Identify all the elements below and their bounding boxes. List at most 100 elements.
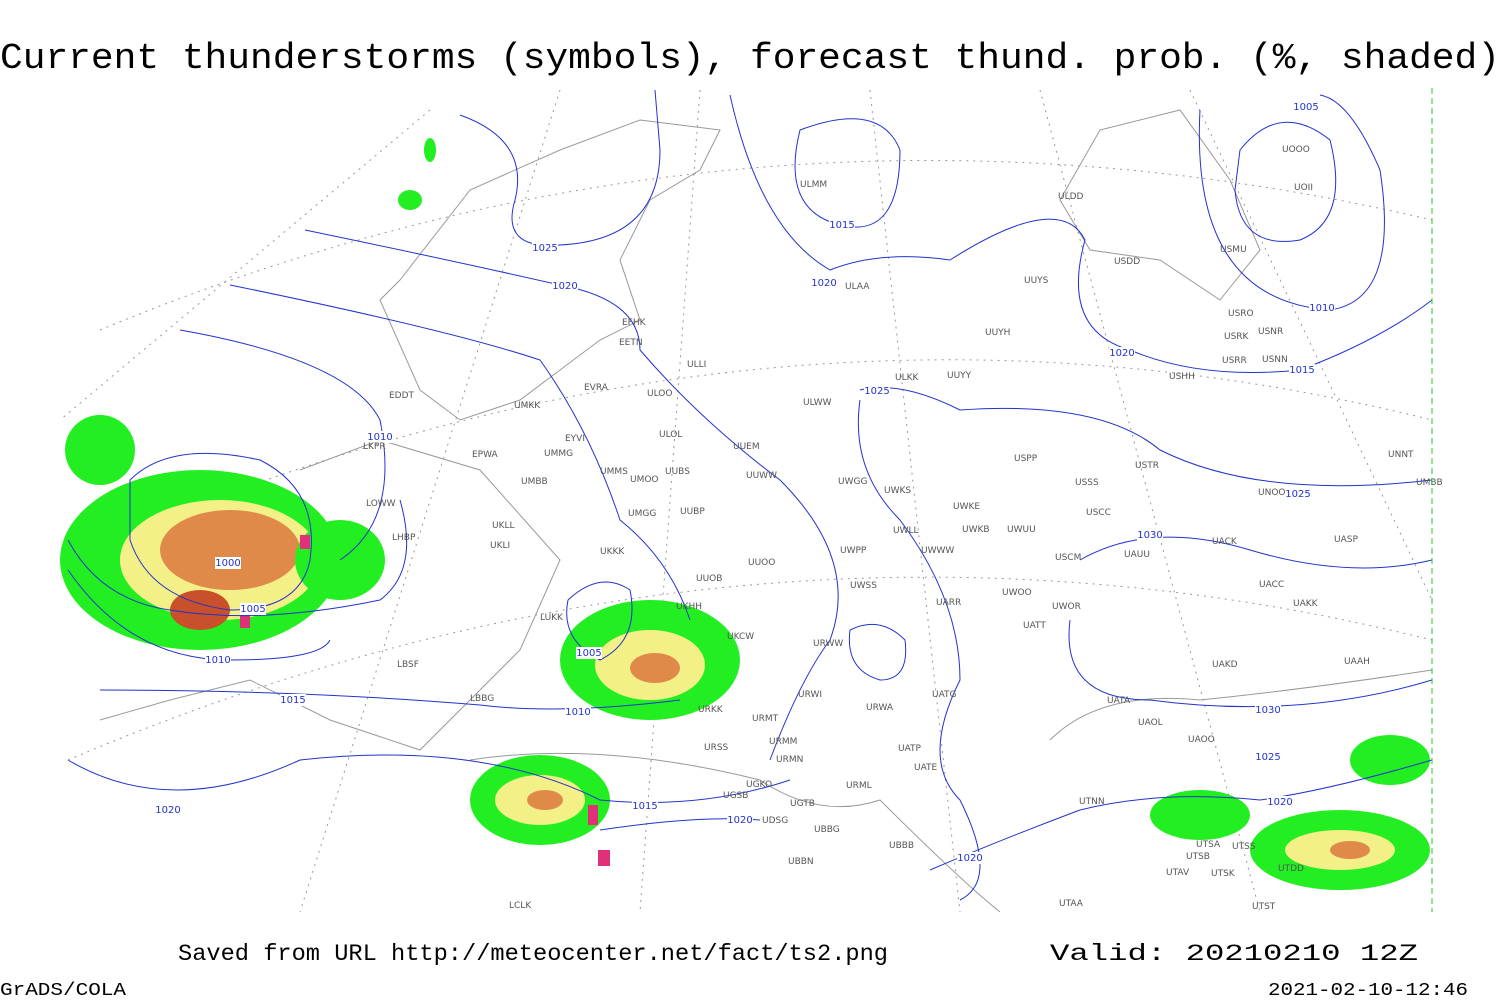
isobar-label-bg — [552, 280, 578, 292]
isobar-label-bg — [1109, 347, 1135, 359]
station-label: UUBP — [680, 507, 705, 517]
station-label: UUYS — [1024, 276, 1049, 286]
isobar-label: 1010 — [205, 655, 230, 666]
isobar-labels: 1025 1020 1015 1020 1010 1000 1005 1010 1005 1010… — [155, 101, 1335, 864]
station-label: UUBS — [665, 467, 690, 477]
isobar-label: 1010 — [565, 707, 590, 718]
station-label: UMGG — [628, 509, 656, 519]
timestamp: 2021-02-10-12:46 — [1268, 981, 1468, 1000]
isobar-label-bg — [280, 694, 306, 706]
station-label: USRK — [1224, 332, 1250, 342]
isobar-label: 1025 — [532, 243, 557, 254]
station-label: UUOO — [748, 558, 775, 568]
isobar-label-bg — [215, 557, 241, 569]
station-label: UWLL — [893, 526, 919, 536]
station-label: UKLL — [492, 521, 515, 531]
station-label: LUKK — [540, 613, 564, 623]
station-label: USNR — [1258, 327, 1283, 337]
station-label: UUOB — [696, 574, 722, 584]
station-label: URMT — [752, 714, 779, 724]
isobar-label: 1030 — [1255, 705, 1280, 716]
isobar-label: 1020 — [1267, 797, 1292, 808]
station-label: UMOO — [630, 475, 659, 485]
station-label: EFHK — [622, 318, 647, 328]
isobar-label: 1010 — [367, 432, 392, 443]
station-label: UKHH — [676, 602, 702, 612]
station-label: EPWA — [472, 450, 499, 460]
thunderstorm-shading — [60, 138, 1430, 890]
station-label: LHBP — [392, 533, 416, 543]
station-label: UTSB — [1186, 852, 1210, 862]
isobar-label: 1015 — [280, 695, 305, 706]
station-label: UKCW — [727, 632, 754, 642]
isobar-label: 1020 — [1109, 348, 1134, 359]
station-label: UWUU — [1007, 525, 1036, 535]
station-label: UNNT — [1388, 450, 1414, 460]
isobar-label-bg — [1293, 101, 1319, 113]
station-label: ULAA — [845, 282, 870, 292]
station-label: UTSA — [1196, 840, 1221, 850]
station-label: URKK — [698, 705, 724, 715]
station-label: UACC — [1259, 580, 1284, 590]
isobar-label: 1025 — [1255, 752, 1280, 763]
coastlines — [99, 109, 1433, 913]
station-label: ULOL — [659, 430, 682, 440]
station-label: ULOO — [647, 389, 672, 399]
station-label: ULKK — [895, 373, 920, 383]
station-label: USDD — [1114, 257, 1140, 267]
isobar-label: 1030 — [1137, 530, 1162, 541]
station-label: UMMG — [544, 449, 573, 459]
station-label: UGSB — [723, 791, 748, 801]
station-label: UMKK — [514, 401, 541, 411]
isobar-label-bg — [1137, 529, 1163, 541]
station-label: UTDD — [1278, 864, 1304, 874]
station-label: EETN — [619, 338, 643, 348]
station-label: USTR — [1135, 461, 1159, 471]
isobar-label: 1020 — [155, 805, 180, 816]
station-label: UWOO — [1002, 588, 1032, 598]
isobar-label-bg — [1267, 796, 1293, 808]
isobar-label: 1025 — [864, 386, 889, 397]
station-label: UWPP — [840, 546, 867, 556]
station-label: URML — [846, 781, 872, 791]
isobar-label: 1005 — [1293, 102, 1318, 113]
station-label: EVRA — [584, 383, 609, 393]
station-label: UATP — [898, 744, 922, 754]
valid-time: Valid: 20210210 12Z — [1050, 941, 1418, 967]
station-label: UAKD — [1212, 660, 1238, 670]
isobar-label: 1010 — [1309, 303, 1334, 314]
station-label: UGTB — [790, 799, 815, 809]
station-label: UNOO — [1258, 488, 1286, 498]
station-label: UATE — [914, 763, 938, 773]
station-label: UAUU — [1124, 550, 1150, 560]
station-label: USSS — [1075, 478, 1099, 488]
station-label: ULDD — [1058, 192, 1084, 202]
station-label: UWGG — [838, 477, 867, 487]
isobar-label-bg — [864, 385, 890, 397]
station-label: UBBG — [814, 825, 840, 835]
isobar-label: 1015 — [1289, 365, 1314, 376]
station-label: UARR — [936, 598, 961, 608]
station-label: UUWW — [746, 471, 777, 481]
station-label: UUYY — [947, 371, 972, 381]
isobar-label: 1005 — [576, 648, 601, 659]
isobar-label: 1025 — [1285, 489, 1310, 500]
isobar-label: 1020 — [957, 853, 982, 864]
isobar-label-bg — [576, 647, 602, 659]
station-label: UOOO — [1282, 145, 1310, 155]
station-label: UBBB — [889, 841, 914, 851]
isobar-label-bg — [957, 852, 983, 864]
station-label: URWA — [866, 703, 894, 713]
station-label: UATT — [1023, 621, 1046, 631]
isobar-label-bg — [811, 277, 837, 289]
station-label: URMN — [776, 755, 803, 765]
station-label: UTNN — [1079, 797, 1105, 807]
isobar-label-bg — [1255, 751, 1281, 763]
isobar-label-bg — [1309, 302, 1335, 314]
station-label: URSS — [704, 743, 729, 753]
station-label: LBSF — [397, 660, 419, 670]
station-label: ULLI — [687, 360, 706, 370]
station-label: UKKK — [600, 547, 625, 557]
isobar-label: 1020 — [727, 815, 752, 826]
